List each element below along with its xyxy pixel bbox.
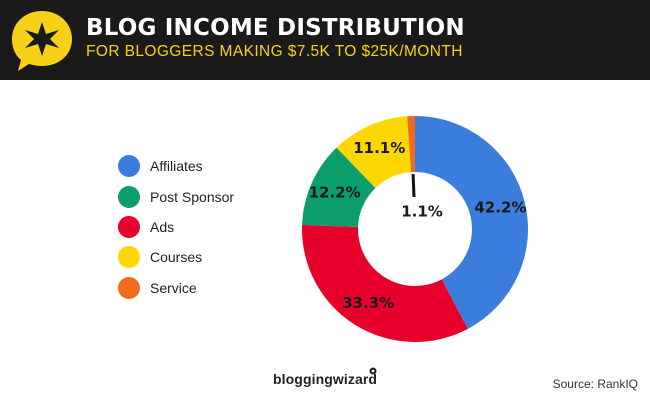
legend-label-courses: Courses: [150, 249, 203, 266]
page-title: BLOG INCOME DISTRIBUTION: [86, 15, 465, 41]
legend-label-service: Service: [150, 279, 197, 296]
legend-swatch-post-sponsor: [118, 185, 140, 208]
slice-label-affiliates: 42.2%: [474, 198, 526, 216]
chart-legend: Affiliates Post Sponsor Ads Courses Serv…: [118, 151, 234, 303]
slice-label-post-sponsor: 12.2%: [309, 184, 361, 202]
leader-line-service: [411, 173, 416, 198]
brand-mark-icon: [369, 367, 377, 375]
header-banner: BLOG INCOME DISTRIBUTION FOR BLOGGERS MA…: [0, 0, 650, 80]
slice-ads: [302, 224, 468, 342]
legend-swatch-courses: [118, 246, 140, 269]
legend-item-affiliates: Affiliates: [118, 151, 234, 181]
legend-item-ads: Ads: [118, 212, 234, 242]
slice-label-courses: 11.1%: [353, 139, 405, 157]
legend-label-affiliates: Affiliates: [150, 158, 203, 175]
slice-label-ads: 33.3%: [342, 294, 394, 312]
legend-swatch-affiliates: [118, 155, 140, 178]
slice-label-service: 1.1%: [401, 203, 443, 221]
legend-swatch-ads: [118, 215, 140, 238]
brand-name: bloggingwizard: [273, 371, 378, 387]
legend-label-post-sponsor: Post Sponsor: [150, 188, 235, 205]
page-subtitle: FOR BLOGGERS MAKING $7.5K TO $25K/MONTH: [86, 43, 463, 60]
brand-logo: bloggingwizard: [273, 367, 378, 395]
star-badge-icon: [12, 11, 72, 71]
legend-swatch-service: [118, 276, 140, 299]
slice-service: [407, 116, 415, 173]
legend-item-service: Service: [118, 273, 234, 303]
legend-item-courses: Courses: [118, 242, 234, 272]
legend-label-ads: Ads: [150, 218, 175, 235]
slice-post-sponsor: [302, 147, 376, 227]
slice-courses: [336, 116, 412, 188]
slice-affiliates: [415, 116, 528, 329]
source-note: Source: RankIQ: [552, 377, 638, 391]
legend-item-post-sponsor: Post Sponsor: [118, 181, 234, 211]
